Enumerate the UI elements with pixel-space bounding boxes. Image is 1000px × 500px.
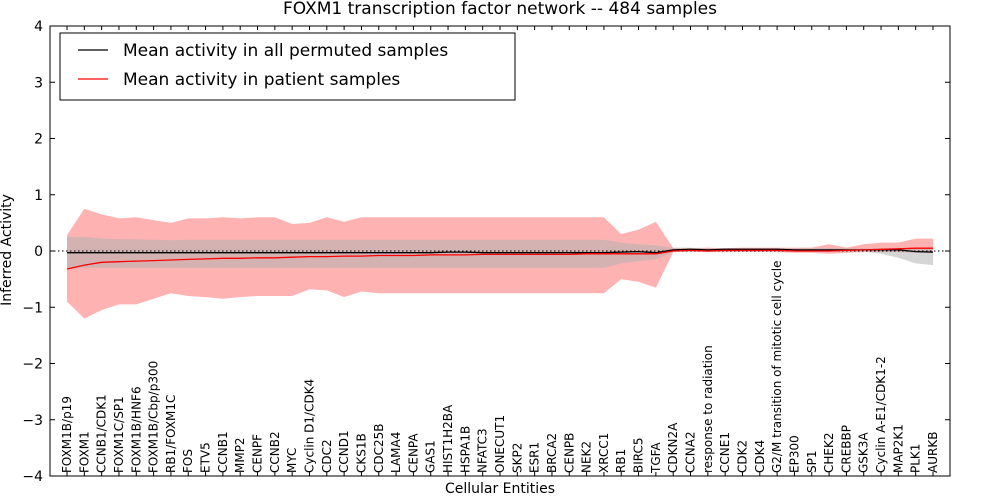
- x-tick-label: CENPB: [562, 433, 576, 473]
- x-tick-label: FOXM1: [77, 431, 91, 473]
- x-tick-label: CENPA: [406, 433, 420, 473]
- x-tick-label: FOXM1B/p19: [60, 396, 74, 473]
- y-tick-label: −3: [22, 413, 43, 429]
- x-tick-label: SKP2: [510, 443, 524, 473]
- x-tick-label: HIST1H2BA: [441, 404, 455, 473]
- x-tick-label: MAP2K1: [891, 424, 905, 473]
- x-tick-label: CDC2: [320, 439, 334, 473]
- x-tick-label: AURKB: [926, 432, 940, 473]
- x-tick-label: CDKN2A: [666, 422, 680, 473]
- x-tick-label: EP300: [787, 435, 801, 473]
- x-tick-label: CCNA2: [684, 431, 698, 473]
- y-tick-label: −2: [22, 357, 43, 373]
- x-tick-label: TGFA: [649, 442, 663, 474]
- x-tick-label: CCNB1/CDK1: [95, 394, 109, 473]
- x-tick-label: G2/M transition of mitotic cell cycle: [770, 260, 784, 473]
- y-tick-label: 0: [34, 244, 43, 260]
- x-tick-label: Cyclin A-E1/CDK1-2: [874, 356, 888, 473]
- x-tick-label: CCNE1: [718, 432, 732, 473]
- x-tick-label: GSK3A: [857, 432, 871, 473]
- x-tick-label: RB1/FOXM1C: [164, 395, 178, 473]
- y-tick-label: −1: [22, 300, 43, 316]
- chart-title: FOXM1 transcription factor network -- 48…: [283, 0, 717, 19]
- x-tick-label: CDC25B: [372, 424, 386, 474]
- x-axis-label: Cellular Entities: [445, 481, 555, 497]
- x-tick-label: CCND1: [337, 430, 351, 473]
- x-tick-label: CDK2: [735, 440, 749, 473]
- x-tick-label: BIRC5: [632, 437, 646, 473]
- x-tick-label: FOXM1B/HNF6: [129, 386, 143, 473]
- x-tick-label: GAS1: [424, 440, 438, 473]
- x-tick-label: CREBBP: [839, 425, 853, 473]
- legend-box: [59, 32, 516, 101]
- x-tick-label: NEK2: [580, 441, 594, 473]
- x-tick-label: CCNB2: [268, 431, 282, 473]
- x-tick-label: NFATC3: [476, 428, 490, 473]
- x-tick-label: CKS1B: [354, 433, 368, 473]
- x-tick-label: SP1: [805, 451, 819, 474]
- x-tick-label: Cyclin D1/CDK4: [302, 379, 316, 473]
- x-tick-label: ETV5: [199, 442, 213, 473]
- x-tick-label: BRCA2: [545, 433, 559, 473]
- x-tick-label: XRCC1: [597, 433, 611, 473]
- x-tick-label: MMP2: [233, 437, 247, 473]
- legend-label-permuted: Mean activity in all permuted samples: [123, 41, 448, 61]
- x-tick-label: FOXM1C/SP1: [112, 396, 126, 473]
- y-tick-label: 2: [34, 132, 43, 148]
- y-tick-label: −4: [22, 469, 43, 485]
- x-tick-label: PLK1: [909, 444, 923, 473]
- legend-label-patient: Mean activity in patient samples: [123, 70, 400, 90]
- x-tick-label: ESR1: [528, 442, 542, 473]
- y-tick-label: 1: [34, 188, 43, 204]
- x-tick-label: RB1: [614, 449, 628, 473]
- x-tick-label: FOS: [181, 449, 195, 473]
- x-tick-label: LAMA4: [389, 432, 403, 473]
- x-tick-label: CCNB1: [216, 431, 230, 473]
- y-tick-label: 3: [34, 75, 43, 91]
- x-tick-label: FOXM1B/Cbp/p300: [147, 361, 161, 473]
- x-tick-label: ONECUT1: [493, 415, 507, 473]
- x-tick-label: MYC: [285, 448, 299, 473]
- y-tick-label: 4: [34, 19, 43, 35]
- permuted-mean-line: [67, 248, 934, 254]
- patient-mean-line: [66, 247, 933, 270]
- x-tick-label: response to radiation: [701, 345, 715, 473]
- x-tick-label: HSPA1B: [458, 426, 472, 473]
- x-tick-label: CENPF: [251, 434, 265, 473]
- x-tick-label: CDK4: [753, 440, 767, 473]
- x-tick-label: CHEK2: [822, 433, 836, 474]
- y-axis-label: Inferred Activity: [0, 194, 15, 306]
- legend: Mean activity in all permuted samples Me…: [59, 32, 516, 101]
